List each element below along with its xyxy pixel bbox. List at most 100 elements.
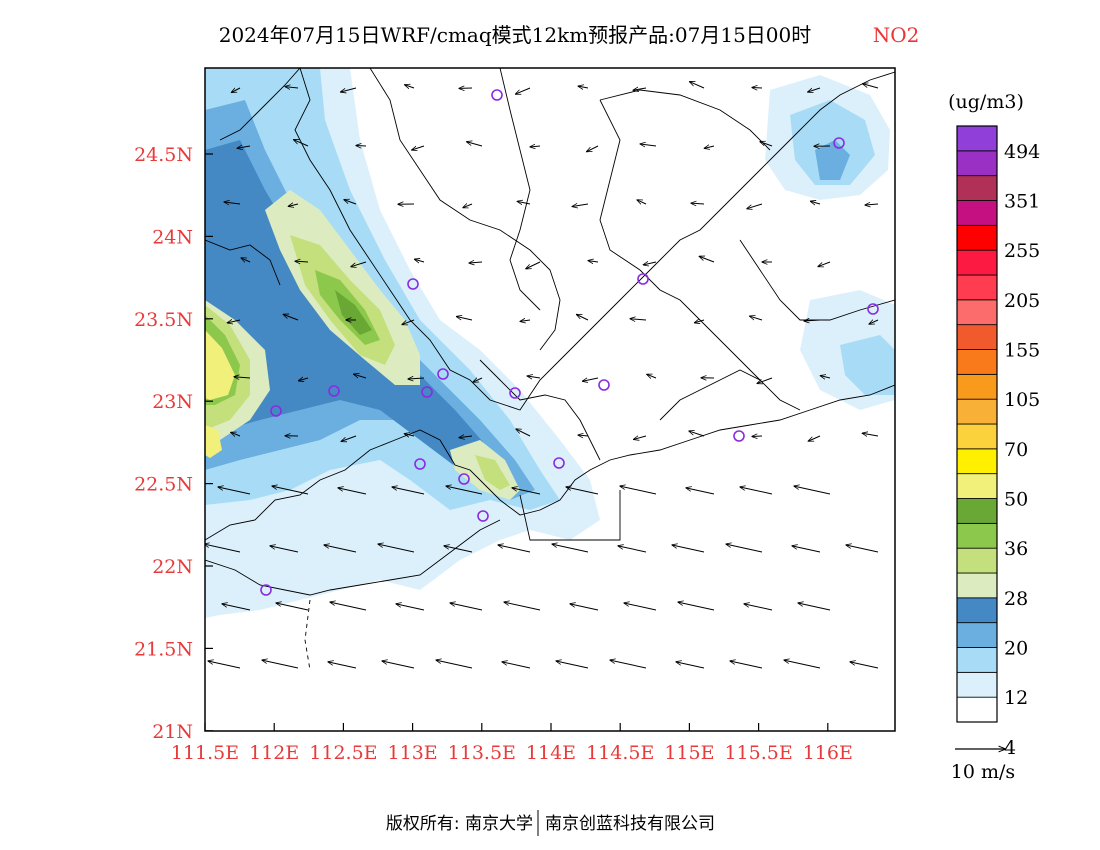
wind-arrow <box>378 544 415 553</box>
wind-arrow <box>515 87 531 94</box>
wind-arrow <box>463 204 473 208</box>
wind-arrow <box>640 144 657 146</box>
wind-arrow <box>630 319 647 320</box>
y-tick-label: 23N <box>152 391 193 413</box>
wind-arrow <box>672 545 705 553</box>
wind-arrow <box>404 434 415 436</box>
wind-arrow <box>205 544 241 553</box>
wind-arrow <box>618 546 647 553</box>
wind-arrow <box>456 317 473 321</box>
x-tick-label: 113E <box>388 742 438 764</box>
x-tick-label: 111.5E <box>171 742 239 764</box>
wind-arrow <box>351 261 367 267</box>
wind-arrow <box>294 140 309 147</box>
wind-arrow <box>862 433 879 436</box>
station-marker <box>491 89 503 101</box>
wind-arrow <box>810 201 821 204</box>
station-marker <box>260 584 272 596</box>
x-tick-label: 114E <box>526 742 576 764</box>
pollutant-name: NO2 <box>873 23 920 47</box>
wind-arrow <box>694 320 705 323</box>
colorbar-swatch <box>956 423 998 450</box>
colorbar-value-label: 255 <box>1004 240 1040 262</box>
station-marker <box>553 457 565 469</box>
wind-arrow <box>502 662 531 669</box>
colorbar-value-label: 4 <box>1004 737 1016 759</box>
wind-arrow <box>520 320 531 321</box>
wind-arrow <box>241 258 251 262</box>
colorbar-labels: 494 351 255 205 155 105 70 50 36 28 20 12 4 <box>1004 141 1040 759</box>
station-markers <box>260 89 879 596</box>
wind-arrow <box>392 487 425 495</box>
station-marker <box>414 458 426 470</box>
wind-arrow <box>556 661 589 669</box>
wind-arrow <box>794 486 831 495</box>
wind-arrow <box>412 145 425 150</box>
wind-arrow <box>637 200 647 204</box>
colorbar-swatch <box>956 622 998 648</box>
wind-arrow <box>740 487 773 495</box>
y-tick-label: 24.5N <box>134 144 193 166</box>
y-tick-label: 22.5N <box>134 474 193 496</box>
colorbar-swatch <box>956 448 998 475</box>
wind-arrow <box>624 603 657 611</box>
wind-arrow <box>459 436 473 438</box>
wind-arrow <box>344 200 357 205</box>
wind-arrow <box>354 374 367 379</box>
colorbar-value-label: 351 <box>1004 191 1040 213</box>
wind-arrow <box>699 256 715 263</box>
wind-arrow <box>726 544 763 553</box>
colorbar-swatch <box>956 150 998 177</box>
wind-arrow <box>224 202 241 204</box>
map-title: 2024年07月15日WRF/cmaq模式12km预报产品:07月15日00时 <box>219 23 812 47</box>
colorbar-swatch <box>956 274 998 301</box>
wind-arrow <box>517 201 531 204</box>
wind-arrow <box>341 87 357 92</box>
colorbar-swatch <box>956 547 998 574</box>
wind-arrow <box>808 87 821 92</box>
station-marker <box>270 405 282 417</box>
station-marker <box>458 473 470 485</box>
x-tick-label: 116E <box>803 742 853 764</box>
wind-arrow <box>402 319 415 325</box>
wind-arrow <box>552 544 589 553</box>
wind-arrow <box>686 488 715 495</box>
wind-arrow <box>818 261 831 267</box>
conc-region-50-70 <box>205 330 235 400</box>
wind-arrow <box>850 662 879 669</box>
wind-arrow <box>757 377 773 383</box>
wind-arrow <box>634 436 647 439</box>
x-tick-label: 113.5E <box>448 742 516 764</box>
colorbar-swatch <box>956 200 998 226</box>
wind-arrow <box>405 85 415 88</box>
station-marker <box>867 303 879 315</box>
x-tick-label: 112.5E <box>309 742 377 764</box>
wind-arrow <box>328 662 357 669</box>
x-tick-label: 112E <box>249 742 299 764</box>
y-tick-label: 22N <box>152 556 193 578</box>
station-marker <box>437 368 449 380</box>
wind-key-label: 10 m/s <box>951 761 1015 783</box>
wind-arrow <box>633 88 647 90</box>
wind-arrow <box>473 378 483 382</box>
station-marker <box>598 379 610 391</box>
wind-arrow <box>234 377 251 378</box>
colorbar-swatch <box>956 224 998 251</box>
wind-arrow <box>588 261 599 262</box>
wind-arrow <box>516 429 531 437</box>
longitude-axis: 111.5E 112E 112.5E 113E 113.5E 114E 114.5E 115E… <box>171 723 853 764</box>
wind-arrow <box>288 204 299 206</box>
wind-arrow <box>469 262 483 263</box>
wind-arrow <box>270 546 299 553</box>
wind-arrow <box>863 84 879 89</box>
wind-arrow <box>396 604 425 611</box>
colorbar-value-label: 105 <box>1004 389 1040 411</box>
colorbar-swatch <box>956 125 998 152</box>
wind-arrow <box>450 603 483 611</box>
station-marker <box>328 385 340 397</box>
conc-region-50-70-south <box>205 425 222 458</box>
wind-arrow <box>324 545 357 553</box>
map-frame <box>204 67 896 732</box>
wind-arrow <box>798 603 831 611</box>
